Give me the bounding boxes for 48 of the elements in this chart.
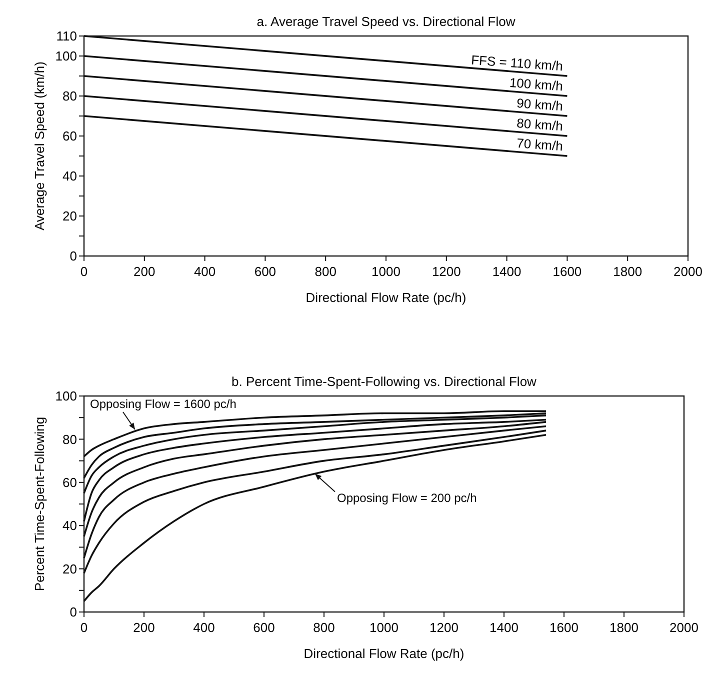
x-tick-label: 1200	[432, 264, 461, 279]
x-tick-label: 400	[194, 264, 216, 279]
x-tick-label: 600	[254, 264, 276, 279]
y-tick-label: 60	[62, 474, 77, 490]
x-tick-label: 1000	[370, 620, 398, 635]
x-tick-label: 1600	[552, 264, 582, 279]
x-tick-label: 800	[313, 620, 335, 635]
x-tick-label: 200	[133, 620, 155, 635]
y-tick-label: 100	[55, 388, 77, 404]
x-tick-label: 1000	[372, 264, 400, 279]
x-tick-label: 1400	[490, 620, 518, 635]
series-label: 90 km/h	[516, 95, 564, 114]
x-tick-label: 1800	[613, 264, 642, 279]
y-tick-label: 0	[70, 604, 77, 620]
annotation: Opposing Flow = 200 pc/h	[337, 490, 477, 505]
series-label: FFS = 110 km/h	[470, 52, 564, 74]
series-label: 100 km/h	[509, 74, 564, 94]
x-tick-label: 200	[134, 264, 156, 279]
y-axis-title: Percent Time-Spent-Following	[32, 416, 47, 592]
x-tick-label: 0	[80, 264, 88, 279]
chart-title: b. Percent Time-Spent-Following vs. Directional Flow	[232, 374, 538, 389]
y-tick-label: 80	[62, 432, 77, 447]
x-tick-label: 1400	[492, 264, 522, 279]
x-tick-label: 600	[253, 620, 275, 635]
y-tick-label: 60	[62, 128, 77, 144]
series-label: 70 km/h	[516, 135, 564, 154]
x-axis-title: Directional Flow Rate (pc/h)	[306, 290, 466, 305]
x-tick-label: 0	[80, 620, 88, 635]
y-axis-title: Average Travel Speed (km/h)	[32, 62, 47, 230]
x-tick-label: 2000	[674, 264, 702, 279]
series-label: 80 km/h	[516, 115, 564, 134]
x-axis-title: Directional Flow Rate (pc/h)	[304, 646, 464, 661]
y-tick-label: 0	[70, 248, 77, 264]
y-tick-label: 20	[62, 208, 77, 224]
x-tick-label: 1200	[430, 620, 458, 635]
y-tick-label: 40	[62, 518, 77, 534]
chart-title: a. Average Travel Speed vs. Directional Flow	[256, 14, 516, 29]
x-tick-label: 400	[193, 620, 215, 635]
x-tick-label: 1800	[610, 620, 638, 635]
x-tick-label: 1600	[550, 620, 578, 635]
x-tick-label: 800	[314, 264, 336, 279]
y-tick-label: 20	[62, 561, 77, 576]
y-tick-label: 100	[55, 48, 77, 64]
annotation: Opposing Flow = 1600 pc/h	[90, 397, 236, 411]
y-tick-label: 40	[62, 168, 77, 184]
y-tick-label: 80	[62, 88, 77, 104]
x-tick-label: 2000	[670, 620, 698, 635]
y-tick-label: 110	[56, 28, 77, 44]
